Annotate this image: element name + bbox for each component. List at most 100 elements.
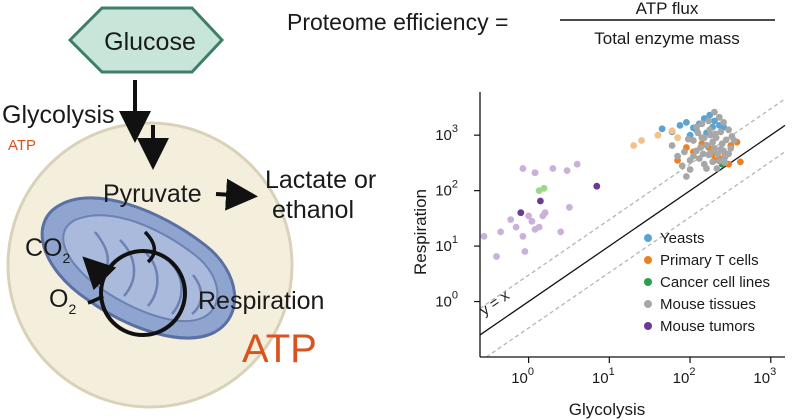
scatter-point <box>654 131 662 139</box>
y-tick-label: 100 <box>435 290 458 311</box>
scatter-point <box>497 228 504 236</box>
scatter-point <box>690 152 697 160</box>
scatter-point <box>566 203 573 211</box>
scatter-point <box>549 165 557 172</box>
scatter-point <box>638 137 645 144</box>
y-tick-label: 103 <box>435 123 458 144</box>
scatter-point <box>668 142 676 149</box>
scatter-point <box>573 160 581 168</box>
legend-marker <box>644 234 652 242</box>
scatter-point <box>630 142 637 149</box>
lower-band-line <box>486 151 786 358</box>
scatter-point <box>525 212 532 220</box>
scatter-point <box>725 126 732 134</box>
scatter-point <box>715 157 723 165</box>
scatter-point <box>703 165 710 172</box>
scatter-point <box>674 152 681 160</box>
equation-denominator: Total enzyme mass <box>594 29 740 48</box>
upper-band-line <box>479 98 786 310</box>
scatter-point <box>711 144 718 152</box>
scatter-point <box>686 166 694 173</box>
pyruvate-label: Pyruvate <box>103 180 202 208</box>
scatter-point <box>668 127 676 135</box>
legend: Yeasts Primary T cells Cancer cell lines Mo… <box>644 230 770 335</box>
scatter-point <box>709 158 716 166</box>
identity-line-label: y = x <box>477 287 513 319</box>
x-tick-label: 100 <box>511 366 534 387</box>
cell-diagram: Glucose Glycolysis ATP Pyruvate Lactate … <box>2 6 376 409</box>
mitochondrion <box>40 196 237 340</box>
x-ticks: 100 101 102 103 <box>511 357 776 387</box>
scatter-point <box>699 150 707 158</box>
cycle-to-co2-arrow <box>82 256 117 291</box>
scatter-point <box>507 216 515 224</box>
scatter-point <box>690 137 697 144</box>
scatter-point <box>519 232 527 240</box>
scatter-point <box>737 158 744 166</box>
legend-label: Mouse tumors <box>660 318 755 335</box>
scatter-point <box>714 150 722 158</box>
legend-label: Primary T cells <box>660 252 759 269</box>
scatter-point <box>717 145 725 153</box>
scatter-point <box>698 120 706 128</box>
x-tick-label: 101 <box>592 366 615 387</box>
scatter-point <box>684 135 692 143</box>
scatter-point <box>493 253 500 260</box>
scatter-point <box>711 130 719 138</box>
equation-lhs: Proteome efficiency = <box>287 9 508 35</box>
scatter-point <box>711 108 718 116</box>
x-tick-label: 102 <box>673 366 696 387</box>
scatter-point <box>695 155 703 162</box>
scatter-point <box>540 184 548 192</box>
scatter-point <box>480 232 488 240</box>
scatter-point <box>697 144 704 151</box>
y-axis-title: Respiration <box>411 189 430 275</box>
identity-line <box>479 124 786 336</box>
glucose-hexagon <box>67 6 225 74</box>
lactate-label-line2: ethanol <box>272 196 354 224</box>
o2-label: O2 <box>49 285 76 317</box>
glycolysis-label: Glycolysis <box>2 101 115 129</box>
co2-label: CO2 <box>25 234 71 266</box>
scatter-point <box>707 149 715 157</box>
scatter-point <box>531 169 539 177</box>
scatter-point <box>676 122 684 129</box>
scatter-point <box>727 144 735 152</box>
atp-big-label: ATP <box>242 327 317 371</box>
scatter-point <box>717 128 725 136</box>
legend-label: Cancer cell lines <box>660 274 770 291</box>
scatter-point <box>715 113 723 121</box>
atp-small-label: ATP <box>8 137 36 154</box>
scatter-point <box>563 167 571 175</box>
scatter-point <box>683 119 690 126</box>
plot-area: y = x <box>477 98 786 358</box>
scatter-point <box>678 162 686 170</box>
scatter-point <box>512 223 520 231</box>
scatter-point <box>674 134 681 142</box>
glucose-label: Glucose <box>104 28 196 56</box>
scatter-point <box>694 129 702 137</box>
x-tick-label: 103 <box>753 366 776 387</box>
legend-marker <box>644 256 652 264</box>
y-tick-label: 101 <box>435 234 458 255</box>
scatter-point <box>706 126 714 134</box>
legend-label: Yeasts <box>660 230 704 247</box>
scatter-point <box>519 165 527 172</box>
scatter-point <box>730 137 738 144</box>
y-ticks: 100 101 102 103 <box>435 123 480 311</box>
tca-cycle <box>99 249 187 337</box>
scatter-point <box>705 117 713 125</box>
scatter-point <box>700 134 708 142</box>
scatter-point <box>528 217 536 225</box>
scatter-point <box>722 136 730 144</box>
scatter-point <box>539 212 547 220</box>
respiration-label: Respiration <box>198 287 324 315</box>
scatter-point <box>537 197 544 205</box>
scatter-point <box>693 123 700 131</box>
scatter-point <box>721 159 729 167</box>
legend-marker <box>644 322 652 330</box>
pyruvate-to-cycle-arrow <box>143 230 157 264</box>
legend-marker <box>644 278 652 286</box>
scatter-point <box>711 117 718 125</box>
